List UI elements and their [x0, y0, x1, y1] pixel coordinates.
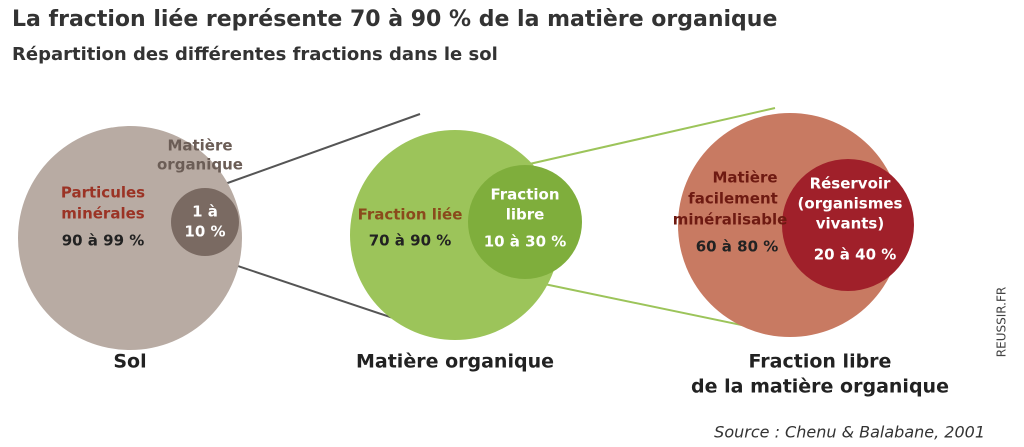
label: minérales	[61, 205, 144, 223]
value: 10 %	[184, 223, 225, 241]
label: Réservoir	[810, 175, 891, 193]
value: 90 à 99 %	[62, 232, 145, 250]
caption: Fraction libre	[749, 351, 892, 373]
reservoir-circle	[782, 159, 914, 291]
label: organique	[157, 156, 243, 174]
label: Fraction	[491, 186, 560, 204]
organic-circle	[171, 188, 239, 256]
value: 10 à 30 %	[484, 233, 567, 251]
value: 20 à 40 %	[814, 246, 897, 264]
caption: Sol	[113, 351, 146, 373]
connector	[221, 113, 421, 186]
label: Particules	[61, 184, 145, 202]
label: (organismes	[798, 195, 903, 213]
value: 70 à 90 %	[369, 232, 452, 250]
label: facilement	[688, 190, 778, 208]
connector	[524, 107, 776, 166]
label: minéralisable	[673, 211, 788, 229]
caption: de la matière organique	[691, 376, 949, 398]
connector	[204, 254, 421, 328]
label: Fraction liée	[358, 206, 463, 224]
label: Matière	[167, 137, 232, 155]
subtitle: Répartition des différentes fractions da…	[12, 44, 498, 65]
value: 1 à	[192, 203, 218, 221]
label: vivants)	[816, 215, 884, 233]
free-fraction-circle	[468, 165, 582, 279]
connector	[524, 279, 776, 333]
label: Matière	[712, 169, 777, 187]
label: libre	[506, 206, 545, 224]
title: La fraction liée représente 70 à 90 % de…	[12, 7, 777, 32]
source: Source : Chenu & Balabane, 2001	[714, 423, 985, 442]
caption: Matière organique	[356, 351, 554, 373]
soil-circle	[18, 126, 242, 350]
credit: REUSSIR.FR	[995, 287, 1009, 357]
value: 60 à 80 %	[696, 238, 779, 256]
